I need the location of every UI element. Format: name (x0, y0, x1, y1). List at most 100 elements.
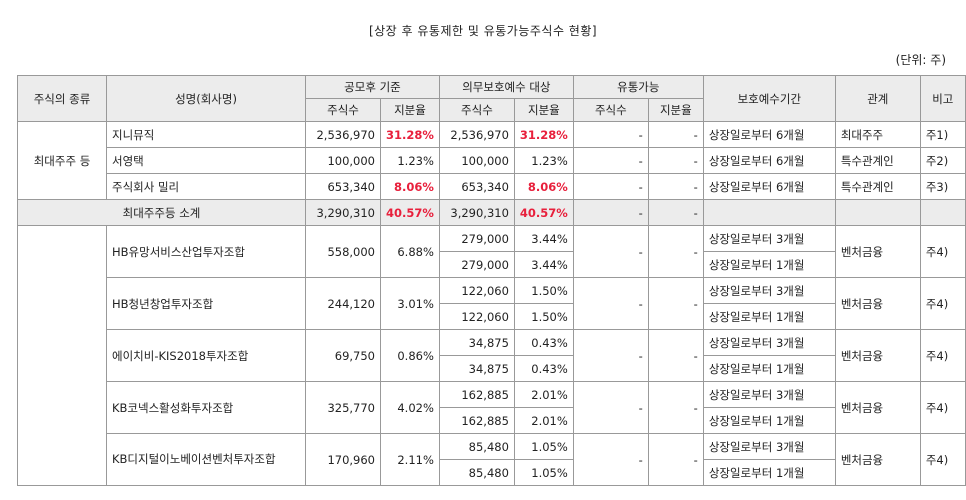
table-row: HB유망서비스산업투자조합 558,000 6.88% 279,000 3.44… (17, 225, 966, 486)
subtotal-row: 최대주주등 소계 3,290,310 40.57% 3,290,310 40.5… (17, 199, 966, 226)
holder-name: HB유망서비스산업투자조합 (106, 225, 306, 278)
period-cell: 상장일로부터 1개월 (702, 303, 836, 330)
tradable-ratio-cell: - (647, 329, 704, 382)
header-relation: 관계 (834, 75, 921, 122)
tradable-ratio-cell: - (647, 199, 704, 226)
mandatory-shares-cell: 122,060 (438, 277, 515, 304)
header-note: 비고 (919, 75, 966, 122)
tradable-ratio-cell: - (647, 121, 704, 148)
mandatory-ratio-cell: 3.44% (513, 225, 574, 252)
mandatory-shares-cell: 653,340 (438, 173, 515, 200)
shares-cell: 170,960 (305, 433, 381, 486)
note-cell: 주3) (919, 173, 966, 200)
shares-cell: 653,340 (305, 173, 381, 200)
ratio-cell: 2.11% (380, 433, 440, 486)
header-tradable: 유통가능 (572, 75, 704, 99)
note-cell: 주2) (919, 147, 966, 174)
note-cell: 주4) (919, 381, 966, 434)
ratio-cell: 40.57% (380, 199, 440, 226)
mandatory-ratio-cell: 1.23% (513, 147, 574, 174)
ratio-cell: 1.23% (380, 147, 440, 174)
holder-name: KB디지털이노베이션벤처투자조합 (106, 433, 306, 486)
share-status-table: 주식의 종류 성명(회사명) 공모후 기준 의무보호예수 대상 유통가능 보호예… (17, 75, 966, 486)
tradable-ratio-cell: - (647, 173, 704, 200)
unit-label: (단위: 주) (895, 53, 946, 67)
holder-name: 주식회사 밀리 (106, 173, 306, 200)
mandatory-shares-cell: 122,060 (438, 303, 515, 330)
holder-name: HB청년창업투자조합 (106, 277, 306, 330)
relation-cell: 특수관계인 (834, 147, 921, 174)
relation-cell: 벤처금융 (834, 381, 921, 434)
period-cell: 상장일로부터 6개월 (702, 121, 836, 148)
ratio-cell: 8.06% (380, 173, 440, 200)
mandatory-ratio-cell: 8.06% (513, 173, 574, 200)
table-row: 279,000 3.44% 상장일로부터 1개월 (18, 251, 966, 278)
header-ratio: 지분율 (380, 98, 440, 122)
relation-cell: 벤처금융 (834, 277, 921, 330)
table-row: 122,060 1.50% 상장일로부터 1개월 (18, 303, 966, 330)
ratio-cell: 4.02% (380, 381, 440, 434)
tradable-shares-cell: - (572, 329, 649, 382)
table-row: 에이치비-KIS2018투자조합 69,750 0.86% 34,875 0.4… (18, 329, 966, 382)
table-title: [상장 후 유통제한 및 유통가능주식수 현황] (368, 24, 598, 38)
mandatory-ratio-cell: 31.28% (513, 121, 574, 148)
holder-name: 지니뮤직 (106, 121, 306, 148)
table-row: 34,875 0.43% 상장일로부터 1개월 (18, 355, 966, 382)
period-cell: 상장일로부터 3개월 (702, 225, 836, 252)
mandatory-shares-cell: 279,000 (438, 225, 515, 252)
note-cell: 주4) (919, 277, 966, 330)
tradable-shares-cell: - (572, 433, 649, 486)
period-cell: 상장일로부터 3개월 (702, 329, 836, 356)
period-cell: 상장일로부터 1개월 (702, 459, 836, 486)
tradable-ratio-cell: - (647, 147, 704, 174)
relation-cell: 최대주주 (834, 121, 921, 148)
mandatory-shares-cell: 3,290,310 (438, 199, 515, 226)
ratio-cell: 0.86% (380, 329, 440, 382)
header-name: 성명(회사명) (106, 75, 306, 122)
group-label: 최대주주 등 (17, 121, 107, 200)
mandatory-ratio-cell: 0.43% (513, 329, 574, 356)
note-cell: 주4) (919, 433, 966, 486)
mandatory-shares-cell: 85,480 (438, 433, 515, 460)
subtotal-label: 최대주주등 소계 (17, 199, 306, 226)
table-row: 최대주주 등 지니뮤직 2,536,970 31.28% 2,536,970 3… (17, 121, 966, 200)
table-row: KB코넥스활성화투자조합 325,770 4.02% 162,885 2.01%… (18, 381, 966, 434)
mandatory-shares-cell: 34,875 (438, 355, 515, 382)
ratio-cell: 6.88% (380, 225, 440, 278)
period-cell: 상장일로부터 3개월 (702, 277, 836, 304)
note-cell: 주4) (919, 329, 966, 382)
mandatory-shares-cell: 279,000 (438, 251, 515, 278)
mandatory-shares-cell: 34,875 (438, 329, 515, 356)
tradable-shares-cell: - (572, 173, 649, 200)
ratio-cell: 31.28% (380, 121, 440, 148)
header-type: 주식의 종류 (17, 75, 107, 122)
period-cell: 상장일로부터 3개월 (702, 381, 836, 408)
shares-cell: 2,536,970 (305, 121, 381, 148)
header-shares: 주식수 (438, 98, 515, 122)
mandatory-ratio-cell: 3.44% (513, 251, 574, 278)
holder-name: KB코넥스활성화투자조합 (106, 381, 306, 434)
mandatory-shares-cell: 162,885 (438, 381, 515, 408)
note-cell: 주1) (919, 121, 966, 148)
mandatory-shares-cell: 162,885 (438, 407, 515, 434)
note-cell: 주4) (919, 225, 966, 278)
header-period: 보호예수기간 (702, 75, 836, 122)
header-mandatory: 의무보호예수 대상 (438, 75, 574, 99)
mandatory-ratio-cell: 0.43% (513, 355, 574, 382)
ratio-cell: 3.01% (380, 277, 440, 330)
period-cell: 상장일로부터 1개월 (702, 355, 836, 382)
mandatory-ratio-cell: 1.05% (513, 433, 574, 460)
mandatory-shares-cell: 85,480 (438, 459, 515, 486)
shares-cell: 325,770 (305, 381, 381, 434)
relation-cell: 벤처금융 (834, 225, 921, 278)
table-row: 주식회사 밀리 653,340 8.06% 653,340 8.06% - - … (18, 173, 966, 200)
tradable-shares-cell: - (572, 147, 649, 174)
period-cell: 상장일로부터 1개월 (702, 407, 836, 434)
tradable-ratio-cell: - (647, 225, 704, 278)
shares-cell: 244,120 (305, 277, 381, 330)
table-row: HB청년창업투자조합 244,120 3.01% 122,060 1.50% -… (18, 277, 966, 330)
table-row: 162,885 2.01% 상장일로부터 1개월 (18, 407, 966, 434)
shares-cell: 100,000 (305, 147, 381, 174)
tradable-shares-cell: - (572, 381, 649, 434)
table-row: 85,480 1.05% 상장일로부터 1개월 (18, 459, 966, 486)
